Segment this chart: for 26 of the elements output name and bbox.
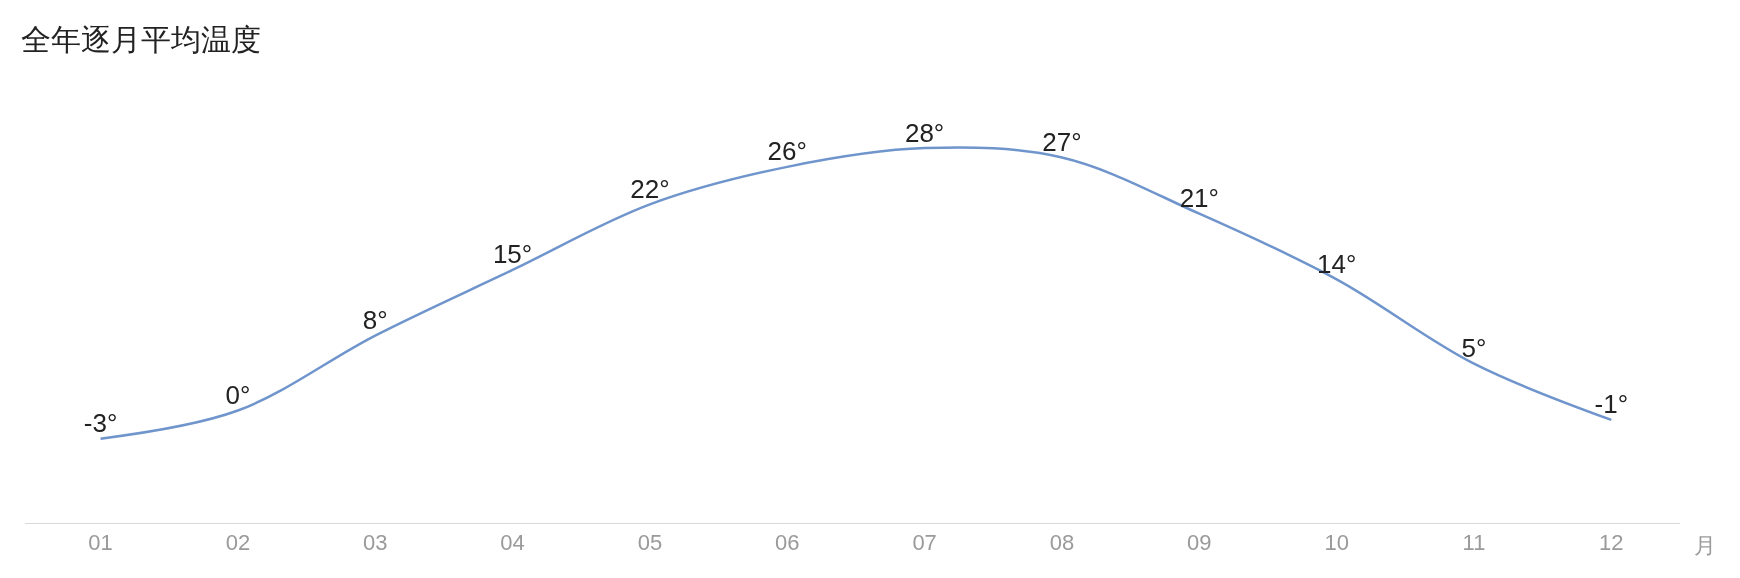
x-tick-label: 12 xyxy=(1599,530,1624,556)
data-label: 8° xyxy=(362,305,388,336)
x-tick-label: 11 xyxy=(1462,530,1486,556)
data-label: 26° xyxy=(767,136,807,167)
x-tick-label: 09 xyxy=(1187,530,1212,556)
chart-title: 全年逐月平均温度 xyxy=(20,22,261,56)
x-tick-label: 01 xyxy=(88,530,113,556)
x-tick-label: 08 xyxy=(1049,530,1075,556)
data-label: 22° xyxy=(630,173,670,204)
x-tick-label: 06 xyxy=(775,530,800,556)
data-label: 27° xyxy=(1042,126,1082,157)
data-label: -3° xyxy=(83,408,118,439)
x-tick-label: 03 xyxy=(362,530,388,556)
x-tick-label: 10 xyxy=(1324,530,1349,556)
x-tick-label: 05 xyxy=(637,530,663,556)
data-label: 21° xyxy=(1179,183,1219,214)
data-label: -1° xyxy=(1594,389,1629,420)
data-label: 15° xyxy=(492,239,533,270)
data-label: 14° xyxy=(1316,248,1357,279)
data-label: 0° xyxy=(225,380,251,411)
x-tick-label: 07 xyxy=(912,530,937,556)
data-label: 5° xyxy=(1461,333,1487,364)
data-label: 28° xyxy=(904,117,945,148)
x-tick-label: 02 xyxy=(225,530,251,556)
x-tick-label: 04 xyxy=(500,530,525,556)
x-axis-title: 月 xyxy=(1694,533,1716,558)
